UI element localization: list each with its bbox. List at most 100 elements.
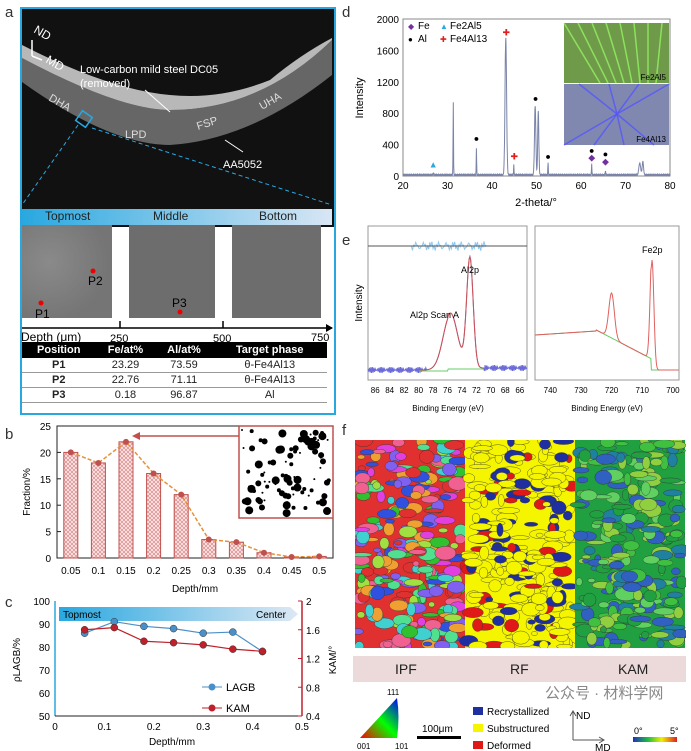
grain xyxy=(575,577,583,586)
banner-start: Topmost xyxy=(63,610,101,621)
y2-tick-label: 1.6 xyxy=(306,626,320,637)
pore xyxy=(326,438,329,441)
grain xyxy=(499,607,518,616)
x-tick-label: 0.2 xyxy=(147,722,161,733)
grain xyxy=(389,599,409,612)
y-tick-label: 50 xyxy=(39,712,51,723)
data-point xyxy=(258,647,267,656)
grain xyxy=(486,520,506,526)
grain xyxy=(472,445,493,452)
grain xyxy=(472,452,490,464)
phase-marker-fe: ◆ xyxy=(588,152,595,162)
legend-label: Al xyxy=(418,34,427,45)
y-tick-label: 0 xyxy=(45,554,51,565)
grain xyxy=(355,641,365,648)
grain xyxy=(444,440,465,450)
data-point xyxy=(229,645,237,653)
strip-middle: Middle xyxy=(153,209,189,223)
grain xyxy=(640,481,651,496)
col-phase: Target phase xyxy=(212,342,327,358)
grain xyxy=(640,526,661,533)
kikuchi-band xyxy=(593,113,618,146)
legend-marker: ✚ xyxy=(440,35,447,44)
x-tick-label: 0.4 xyxy=(257,566,271,577)
x-tick-label: 0.5 xyxy=(312,566,326,577)
pore xyxy=(278,429,287,438)
pore xyxy=(302,486,307,491)
x-tick-label: 72 xyxy=(472,386,481,395)
x-axis-label: 2-theta/° xyxy=(515,197,557,209)
pore xyxy=(292,493,295,496)
bar xyxy=(173,494,189,559)
pore xyxy=(263,471,266,474)
grain xyxy=(599,440,616,448)
grain xyxy=(355,482,370,495)
grain xyxy=(656,639,665,648)
data-point xyxy=(80,626,89,634)
x-tick-label: 700 xyxy=(666,386,680,395)
grain xyxy=(385,518,395,524)
axis-nd: ND xyxy=(576,711,590,722)
grain xyxy=(504,497,518,504)
table-cell: 73.59 xyxy=(155,358,213,373)
table-cell: θ-Fe4Al13 xyxy=(212,372,327,388)
grain xyxy=(620,513,637,524)
grain xyxy=(494,555,507,564)
y2-axis-label: KAM/° xyxy=(328,646,339,674)
grain xyxy=(396,591,413,599)
grain xyxy=(394,540,403,546)
phase-marker-fe: ◆ xyxy=(602,156,609,166)
grain xyxy=(462,473,475,483)
grain xyxy=(524,522,539,527)
pore xyxy=(284,460,287,463)
grain xyxy=(356,611,366,619)
grain xyxy=(536,557,556,567)
table-cell: θ-Fe4Al13 xyxy=(212,358,327,373)
macro-overlay: ND MD Low-carbon mild steel DC05 (remove… xyxy=(21,22,333,206)
grain xyxy=(372,555,385,569)
legend-deformed: Deformed xyxy=(487,741,531,751)
inset-arrow-head xyxy=(132,432,140,440)
kam-colorbar xyxy=(633,737,677,742)
y-tick-label: 80 xyxy=(39,643,51,654)
legend-swatch-deformed xyxy=(473,741,483,749)
grain xyxy=(454,534,466,544)
kam-map xyxy=(569,440,686,648)
phase-marker-fe4al13: ✚ xyxy=(510,152,518,162)
grain xyxy=(639,498,658,511)
x-tick-label: 76 xyxy=(443,386,452,395)
legend-substructured: Substructured xyxy=(487,724,549,735)
grain xyxy=(419,531,435,539)
pore xyxy=(298,451,301,454)
x-tick-label: 0.4 xyxy=(246,722,260,733)
grain xyxy=(611,504,633,510)
grain xyxy=(507,440,515,447)
grain xyxy=(395,497,409,509)
grain xyxy=(428,585,444,597)
depth-banner xyxy=(59,607,298,621)
grain xyxy=(551,578,563,587)
x-tick-label: 80 xyxy=(414,386,423,395)
grain xyxy=(589,510,605,519)
grain xyxy=(642,456,651,470)
panel-label-e: e xyxy=(342,232,351,249)
grain xyxy=(582,558,590,564)
grain xyxy=(497,507,520,514)
grain xyxy=(355,440,374,447)
annotation-fe2p: Fe2p xyxy=(642,245,663,255)
map-label-rf: RF xyxy=(510,661,529,677)
strip-topmost: Topmost xyxy=(45,209,91,223)
scale-bar-label: 100μm xyxy=(422,724,453,735)
legend-label: LAGB xyxy=(226,682,255,694)
grain xyxy=(504,619,519,633)
data-point xyxy=(169,624,178,633)
steel-layer xyxy=(22,38,332,110)
rf-map xyxy=(459,440,581,648)
x-tick-label: 78 xyxy=(429,386,438,395)
pore xyxy=(309,488,314,493)
grain xyxy=(370,585,386,600)
grain xyxy=(443,613,462,622)
bar xyxy=(118,441,134,559)
axis-md: MD xyxy=(595,743,611,751)
pore xyxy=(318,452,325,459)
